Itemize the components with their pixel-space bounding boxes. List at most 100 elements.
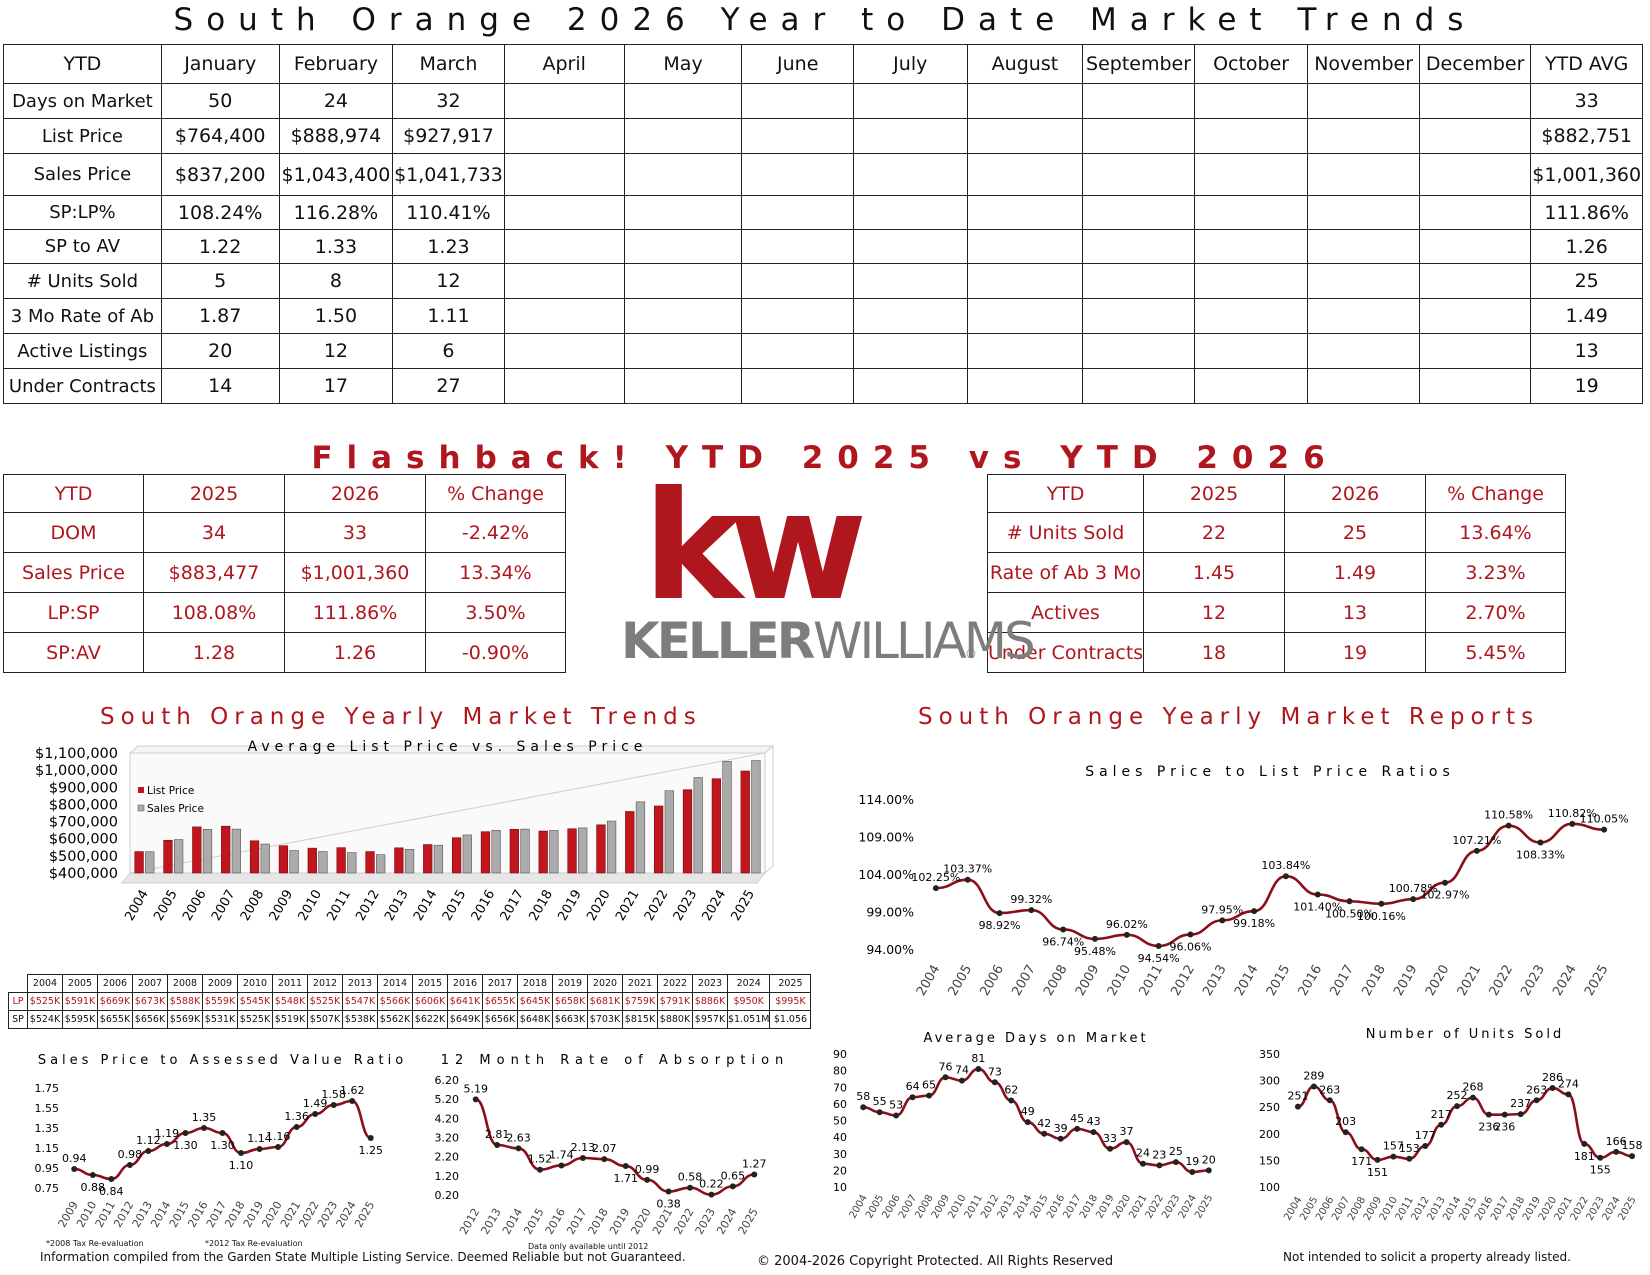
line-point <box>1469 1094 1476 1101</box>
line-series <box>1297 1085 1633 1162</box>
line-data-label: 45 <box>1070 1112 1084 1125</box>
bar-x-tick: 2015 <box>440 888 470 924</box>
lp-sp-cell: $950K <box>726 992 771 1011</box>
line-point <box>1581 1140 1588 1147</box>
bar-x-tick: 2007 <box>209 888 239 924</box>
line-y-tick: 5.20 <box>435 1093 460 1106</box>
legend-list-price: List Price <box>147 785 194 797</box>
bar-list-price <box>625 811 635 874</box>
line-point <box>1156 1162 1163 1169</box>
line-data-label: 100.16% <box>1357 910 1406 923</box>
line-data-label: 263 <box>1319 1083 1340 1096</box>
line-data-label: 99.18% <box>1233 917 1275 930</box>
line-data-label: 62 <box>1004 1084 1018 1097</box>
line-point <box>1092 935 1098 942</box>
ytd-cell <box>1193 195 1309 230</box>
line-point <box>893 1112 900 1119</box>
line-x-tick: 2020 <box>1423 963 1453 999</box>
line-data-label: 94.54% <box>1138 952 1180 965</box>
line-data-label: 53 <box>889 1099 903 1112</box>
line-point <box>1613 1148 1620 1155</box>
bar-x-tick: 2020 <box>584 888 614 924</box>
line-point <box>219 1130 226 1136</box>
line-y-tick: 20 <box>833 1164 847 1177</box>
line-x-tick: 2017 <box>1327 963 1357 999</box>
line-point <box>601 1156 608 1163</box>
line-point <box>1041 1130 1048 1137</box>
line-x-tick: 2021 <box>1455 963 1485 999</box>
ytd-cell: 116.28% <box>278 195 394 230</box>
bar-sales-price <box>433 844 444 874</box>
line-y-tick: 1.55 <box>35 1102 60 1115</box>
bar-list-price <box>654 805 664 874</box>
lp-sp-cell: $562K <box>377 1010 413 1029</box>
bar-list-price <box>711 778 722 874</box>
lp-sp-cell: 2010 <box>237 974 273 993</box>
flashback-cell: 1.49 <box>1284 552 1426 593</box>
ytd-cell: 12 <box>278 333 394 369</box>
line-data-label: 203 <box>1335 1115 1356 1128</box>
ytd-row: Days on Market 50 24 32 33 <box>3 83 1643 119</box>
lp-sp-cell: $588K <box>167 992 203 1011</box>
ytd-header-cell: December <box>1418 44 1532 84</box>
line-data-label: 103.84% <box>1261 859 1310 872</box>
line-data-label: 49 <box>1021 1105 1035 1118</box>
ytd-cell <box>503 368 625 404</box>
ytd-cell <box>966 263 1084 299</box>
footer-source: Information compiled from the Garden Sta… <box>40 1250 686 1264</box>
lp-sp-cell: $815K <box>622 1010 658 1029</box>
line-point <box>1549 1085 1556 1092</box>
ytd-cell: 14 <box>160 368 280 404</box>
ytd-cell: 1.33 <box>278 229 394 264</box>
flashback-header-row: YTD 2025 2026% Change <box>987 474 1566 513</box>
line-y-tick: 70 <box>833 1081 847 1094</box>
ytd-cell: 6 <box>392 333 505 369</box>
ytd-cell <box>1418 368 1532 404</box>
line-point <box>1074 1125 1081 1132</box>
ytd-cell <box>966 368 1084 404</box>
line-data-label: 98.92% <box>979 919 1021 932</box>
ytd-header-cell: April <box>503 44 625 84</box>
bar-list-price <box>567 828 577 874</box>
bar-x-tick: 2025 <box>728 888 758 924</box>
line-data-label: 42 <box>1037 1117 1051 1130</box>
ytd-cell <box>1082 83 1195 119</box>
lp-sp-cell: 2011 <box>272 974 308 993</box>
lp-sp-table: 2004 2005 2006 2007 2008 2009 2010 2011 2012 2013… <box>8 974 812 1029</box>
line-point <box>876 1109 883 1116</box>
bar-list-price <box>682 789 693 874</box>
bar-list-price <box>221 825 231 874</box>
line-point <box>108 1176 115 1182</box>
logo-mark: kw <box>643 460 863 634</box>
bar-x-tick: 2017 <box>498 888 528 924</box>
ytd-cell <box>1418 195 1532 230</box>
line-point <box>729 1183 736 1190</box>
flashback-row: LP:SP 108.08% 111.86% 3.50% <box>3 592 566 633</box>
ytd-row: Sales Price $837,200 $1,043,400 $1,041,733 $… <box>3 153 1643 196</box>
bar-x-tick: 2008 <box>238 888 268 924</box>
ytd-cell <box>966 195 1084 230</box>
line-point <box>1565 1091 1572 1098</box>
bar-sales-price <box>491 830 501 874</box>
line-y-tick: 114.00% <box>858 792 914 807</box>
ytd-cell <box>503 229 625 264</box>
ytd-cell <box>1193 83 1309 119</box>
line-point <box>1310 1083 1317 1090</box>
bar-sales-price <box>549 830 559 874</box>
line-x-tick: 2006 <box>977 963 1007 999</box>
line-y-tick: 1.35 <box>35 1122 60 1135</box>
line-point <box>1123 1139 1130 1146</box>
line-point <box>708 1191 715 1198</box>
line-point <box>200 1125 207 1131</box>
line-data-label: 96.02% <box>1106 918 1148 931</box>
ytd-cell <box>1307 298 1420 334</box>
legend-sales-price: Sales Price <box>147 803 204 815</box>
ytd-cell <box>1418 263 1532 299</box>
line-x-tick: 2025 <box>1582 963 1612 999</box>
ytd-cell <box>1307 229 1420 264</box>
line-chart-title: Average Days on Market <box>923 1031 1148 1046</box>
line-point <box>1107 1145 1114 1152</box>
lp-sp-cell: 2005 <box>62 974 98 993</box>
line-point <box>687 1184 693 1191</box>
ytd-header-cell: February <box>278 44 394 84</box>
